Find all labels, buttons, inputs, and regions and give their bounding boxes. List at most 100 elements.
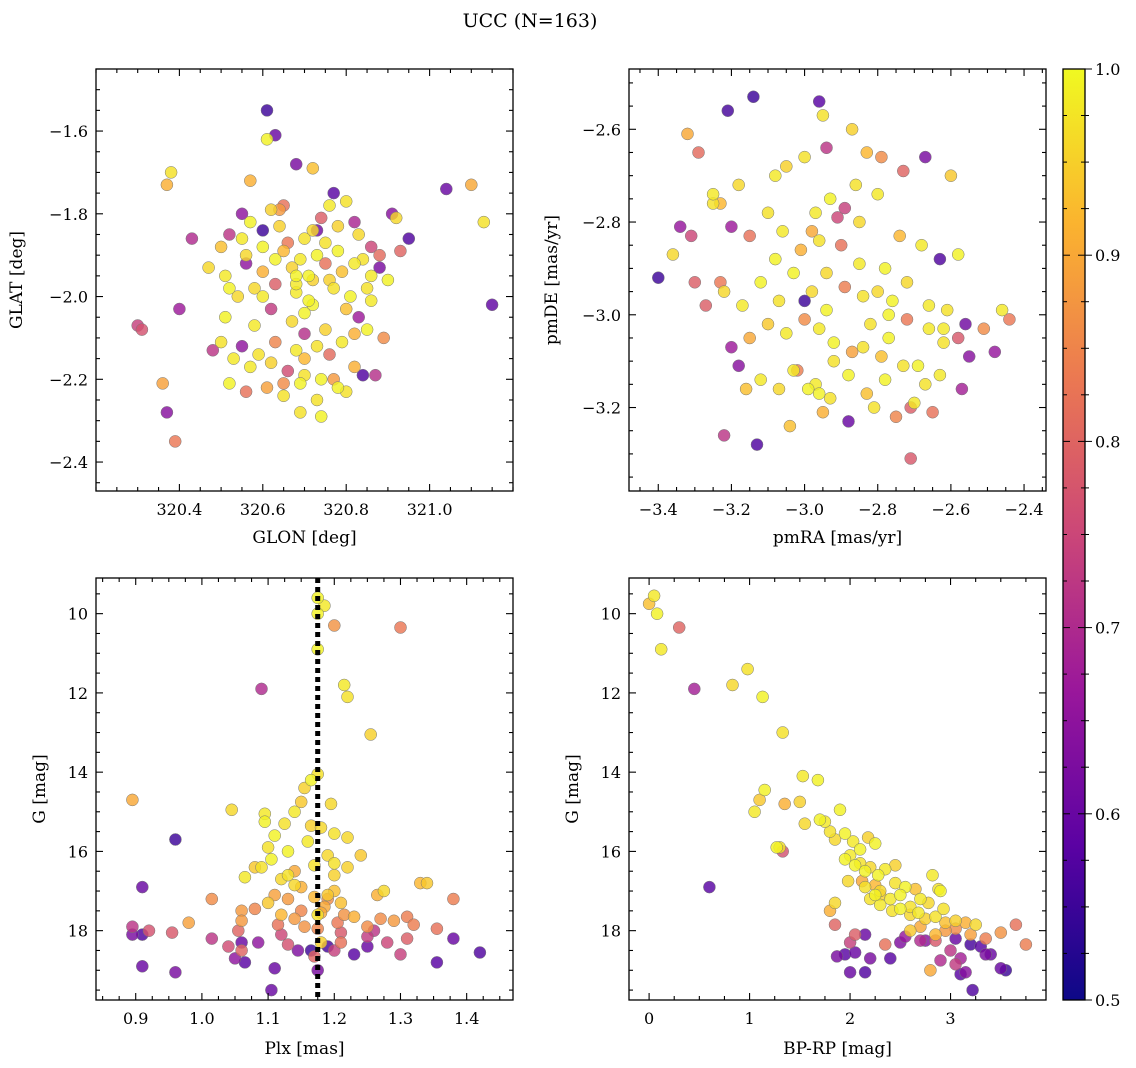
data-point (394, 948, 407, 961)
data-point (681, 127, 694, 141)
y-tick-labels: −3.2 −3.0 −2.8 −2.6 (582, 120, 621, 417)
x-tick-label: 320.4 (156, 500, 202, 519)
data-point (951, 248, 965, 261)
data-point (959, 317, 972, 331)
data-point (142, 924, 156, 937)
data-point (769, 169, 782, 182)
data-point (223, 282, 236, 295)
scatter-points (126, 591, 487, 997)
colorbar-tick-label: 0.5 (1095, 991, 1120, 1010)
data-point (389, 211, 403, 225)
data-point (264, 203, 278, 216)
colorbar-tick-label: 1.0 (1095, 60, 1120, 79)
data-point (748, 805, 761, 819)
data-point (703, 880, 716, 894)
data-point (805, 225, 819, 238)
y-tick-label: −2.8 (582, 213, 621, 232)
data-point (897, 359, 910, 373)
data-point (214, 335, 228, 349)
data-point (256, 290, 270, 303)
data-point (255, 861, 268, 874)
data-point (725, 220, 738, 233)
data-point (754, 373, 767, 386)
data-point (964, 928, 977, 941)
data-point (868, 837, 882, 850)
data-point (447, 892, 460, 906)
data-point (823, 392, 837, 405)
data-point (911, 359, 925, 373)
data-point (717, 429, 731, 442)
data-point (933, 368, 947, 382)
data-point (248, 282, 261, 295)
y-tick-labels: 10 12 14 16 18 (601, 605, 621, 941)
data-point (264, 356, 278, 369)
data-point (223, 377, 236, 390)
data-point (360, 282, 374, 295)
colorbar-tick-label: 0.9 (1095, 246, 1120, 265)
data-point (169, 966, 182, 979)
data-point (251, 936, 265, 949)
colorbar-tick-label: 0.8 (1095, 432, 1120, 451)
x-tick-label: −2.6 (931, 500, 970, 519)
data-point (126, 793, 139, 807)
data-point (298, 327, 311, 341)
data-point (882, 308, 895, 322)
data-point (827, 336, 841, 349)
data-point (929, 928, 942, 941)
data-point (291, 944, 305, 957)
data-point (739, 382, 753, 396)
data-point (302, 294, 315, 307)
data-point (823, 825, 837, 838)
data-point (969, 918, 982, 931)
data-point (339, 302, 353, 316)
data-point (652, 271, 665, 284)
x-tick-label: 3 (945, 1009, 955, 1028)
data-point (258, 815, 272, 828)
data-point (222, 940, 235, 953)
data-point (937, 336, 950, 349)
data-point (838, 280, 852, 294)
x-axis-label: GLON [deg] (252, 528, 356, 548)
data-point (328, 619, 341, 632)
data-point (878, 373, 892, 386)
data-point (812, 95, 826, 108)
y-axis-label: G [mag] (563, 754, 583, 823)
data-point (949, 958, 962, 971)
data-point (949, 914, 962, 928)
data-point (281, 938, 295, 951)
x-axis-label: BP-RP [mag] (783, 1039, 892, 1059)
data-point (289, 269, 303, 283)
data-point (828, 918, 842, 931)
data-point (900, 313, 914, 326)
data-point (856, 340, 870, 354)
data-point (430, 922, 444, 935)
data-point (360, 323, 374, 336)
y-tick-label: 12 (601, 684, 621, 703)
data-point (955, 382, 969, 396)
x-tick-label: 1.1 (255, 1009, 280, 1028)
y-tick-label: −3.0 (582, 306, 621, 325)
data-point (672, 621, 686, 634)
data-point (310, 248, 324, 262)
y-tick-label: 18 (68, 922, 88, 941)
data-point (904, 452, 917, 465)
data-point (256, 265, 270, 278)
data-point (244, 174, 257, 187)
data-point (1019, 938, 1033, 951)
data-point (402, 232, 416, 245)
data-point (858, 864, 872, 878)
data-point (805, 285, 819, 298)
data-point (364, 240, 378, 254)
y-axis-label: G [mag] (30, 754, 50, 823)
data-point (306, 162, 320, 175)
data-point (281, 892, 295, 906)
data-point (962, 350, 976, 363)
data-point (430, 956, 444, 969)
data-point (706, 187, 720, 201)
data-point (772, 294, 786, 308)
data-point (260, 381, 274, 394)
data-point (347, 910, 361, 924)
data-point (994, 962, 1008, 975)
data-point (919, 378, 932, 391)
